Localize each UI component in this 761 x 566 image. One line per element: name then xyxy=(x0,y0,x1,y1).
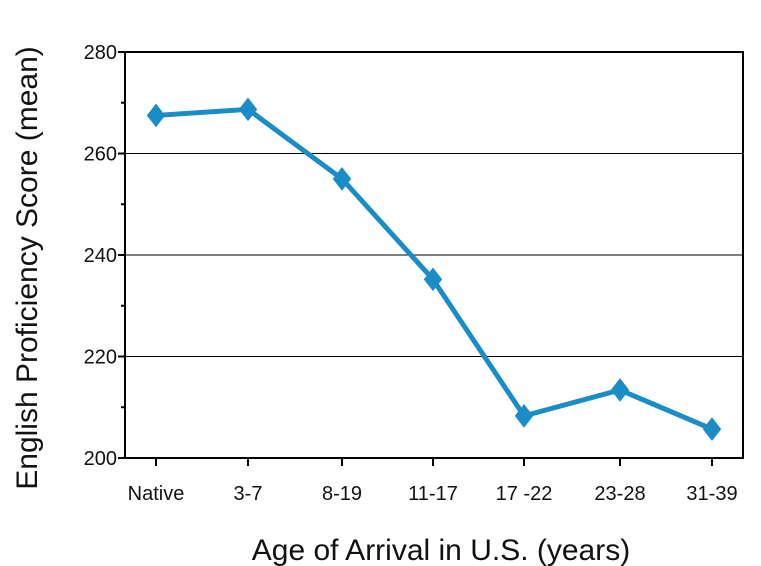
data-point-marker xyxy=(610,378,630,402)
data-point-marker xyxy=(514,404,534,428)
x-tick-label: 3-7 xyxy=(234,483,263,505)
data-point-marker xyxy=(423,267,443,292)
data-point-marker xyxy=(238,97,258,122)
data-series xyxy=(146,97,722,441)
y-tick-label: 220 xyxy=(84,347,117,369)
y-tick-label: 280 xyxy=(84,42,117,64)
gridlines xyxy=(125,153,743,357)
y-tick-label: 200 xyxy=(84,448,117,470)
data-point-marker xyxy=(146,103,166,128)
data-point-marker xyxy=(332,167,352,191)
y-axis-title: English Proficiency Score (mean) xyxy=(11,46,44,490)
x-tick-label: Native xyxy=(128,483,185,505)
y-tick-label: 260 xyxy=(84,144,117,166)
x-axis: Native 3-7 8-19 11-17 17 -22 23-28 31-39 xyxy=(128,458,738,505)
x-tick-label: 31-39 xyxy=(686,483,737,505)
x-tick-label: 11-17 xyxy=(408,483,458,505)
x-axis-title: Age of Arrival in U.S. (years) xyxy=(252,534,630,566)
y-tick-label: 240 xyxy=(84,245,117,267)
data-point-marker xyxy=(702,417,722,441)
x-tick-label: 8-19 xyxy=(322,483,362,505)
x-tick-label: 17 -22 xyxy=(496,483,553,505)
y-axis: 200 220 240 260 280 xyxy=(84,42,125,470)
x-tick-label: 23-28 xyxy=(594,483,645,505)
